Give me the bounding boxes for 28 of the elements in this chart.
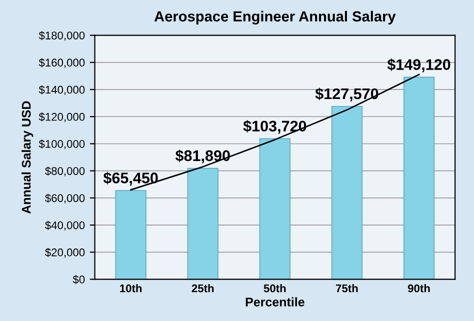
y-tick-label: $0 bbox=[72, 275, 85, 284]
bar bbox=[259, 138, 290, 280]
y-tick-label: $60,000 bbox=[45, 194, 85, 204]
y-tick-label: $120,000 bbox=[38, 112, 85, 122]
y-tick-label: $20,000 bbox=[45, 248, 85, 258]
x-tick-label: 10th bbox=[120, 284, 142, 292]
data-label: $81,890 bbox=[175, 150, 230, 164]
x-tick-label: 90th bbox=[408, 284, 430, 292]
y-tick-label: $40,000 bbox=[45, 220, 85, 231]
x-tick-label: 75th bbox=[336, 284, 358, 292]
x-tick-label: 25th bbox=[192, 284, 214, 292]
y-axis-title: Annual Salary USD bbox=[22, 101, 34, 214]
data-label: $103,720 bbox=[243, 120, 306, 134]
y-tick-label: $80,000 bbox=[45, 166, 85, 176]
bar bbox=[187, 168, 218, 280]
bar bbox=[403, 76, 435, 280]
y-tick-label: $180,000 bbox=[38, 31, 85, 41]
y-tick-label: $160,000 bbox=[38, 58, 85, 68]
bar bbox=[331, 106, 363, 280]
x-axis-title: Percentile bbox=[246, 297, 304, 306]
data-label: $127,570 bbox=[315, 88, 378, 102]
y-tick-label: $100,000 bbox=[38, 140, 85, 150]
x-tick-label: 50th bbox=[264, 284, 286, 292]
data-label: $65,450 bbox=[103, 172, 158, 186]
chart-title: Aerospace Engineer Annual Salary bbox=[154, 10, 396, 25]
data-label: $149,120 bbox=[387, 58, 450, 72]
y-tick-label: $140,000 bbox=[38, 85, 85, 95]
bar bbox=[115, 190, 146, 280]
